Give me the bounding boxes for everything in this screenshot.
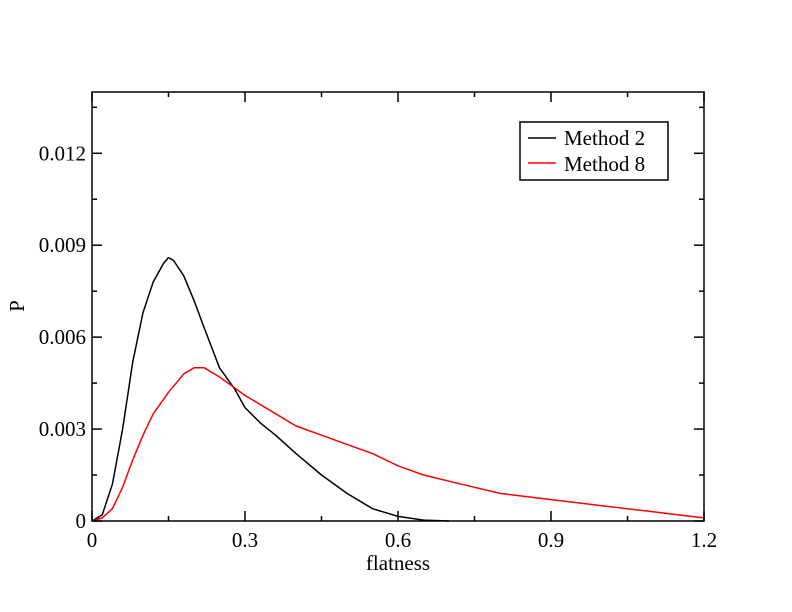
x-tick-label: 0.6 <box>385 528 411 552</box>
series-line-method-8 <box>91 367 705 522</box>
y-tick-label: 0.012 <box>39 141 86 165</box>
legend-box <box>519 121 669 181</box>
x-tick-label: 0.9 <box>538 528 564 552</box>
x-axis-title: flatness <box>366 551 430 575</box>
y-tick-label: 0.003 <box>39 417 86 441</box>
legend-label-method-2: Method 2 <box>564 126 645 150</box>
y-tick-label: 0.009 <box>39 233 86 257</box>
y-axis-title: P <box>5 300 29 312</box>
legend: Method 2 Method 8 <box>519 121 669 181</box>
y-tick-label: 0.006 <box>39 325 86 349</box>
y-tick-label: 0 <box>76 509 87 533</box>
x-tick-label: 1.2 <box>691 528 717 552</box>
x-tick-label: 0.3 <box>232 528 258 552</box>
series-line-method-2 <box>91 256 450 522</box>
legend-label-method-8: Method 8 <box>564 152 645 176</box>
x-tick-label: 0 <box>87 528 98 552</box>
